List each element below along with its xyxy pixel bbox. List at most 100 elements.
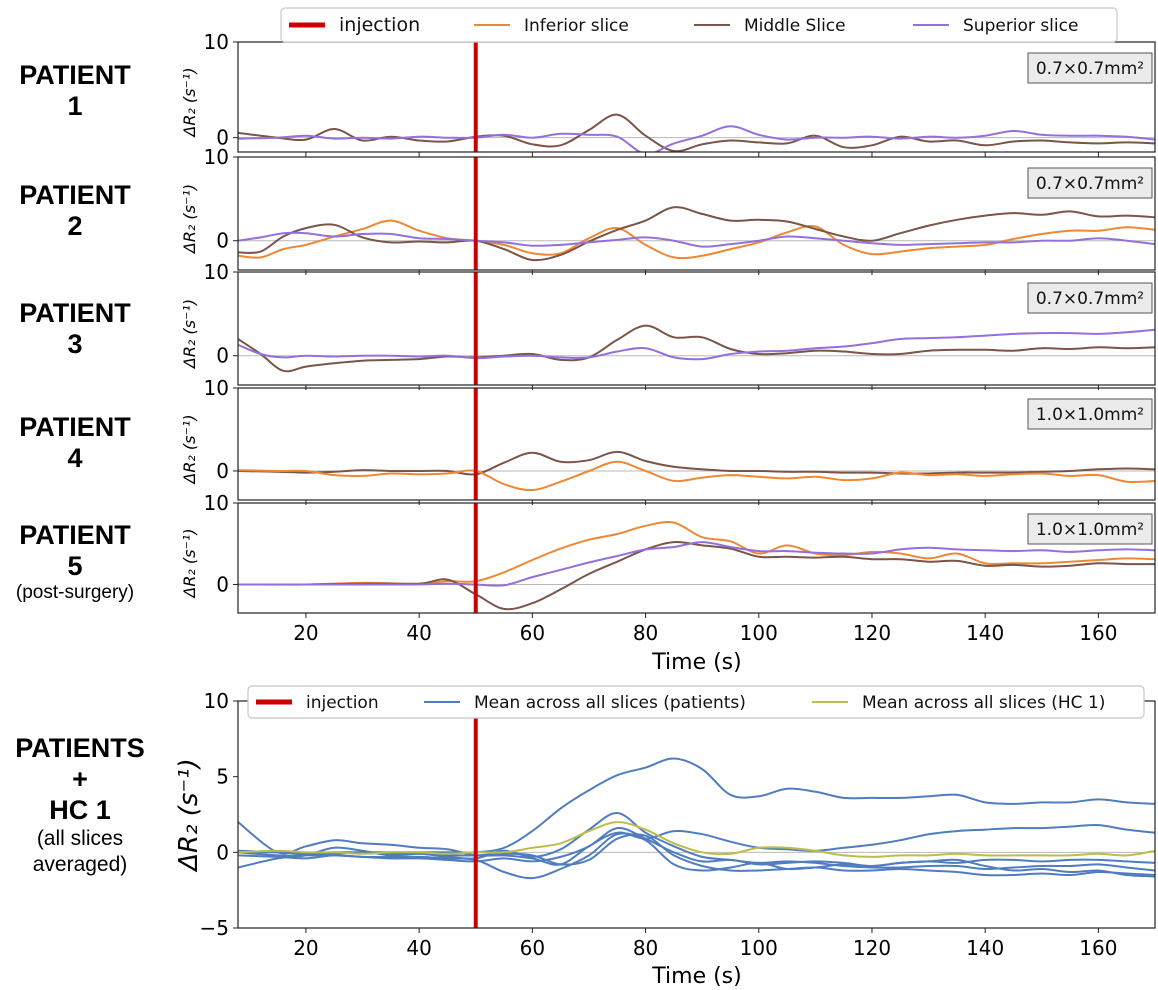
legend-label: injection <box>339 14 420 36</box>
row-label-note-1: (all slices <box>36 827 124 850</box>
legend-label: Middle Slice <box>744 16 846 36</box>
row-label-note: (post-surgery) <box>15 582 135 603</box>
x-tick-label: 140 <box>966 621 1004 645</box>
y-tick-label: 10 <box>204 491 229 515</box>
y-axis-label: ΔR₂ (s⁻¹) <box>180 528 199 599</box>
y-tick-label: 10 <box>204 260 229 284</box>
legend-frame <box>247 685 1145 719</box>
series-group <box>238 206 1155 262</box>
legend-bottom: injection Mean across all slices (patient… <box>247 685 1145 719</box>
x-axis-label-bottom: Time (s) <box>651 964 741 989</box>
y-tick-label: 0 <box>216 459 229 483</box>
resolution-badge <box>1027 52 1153 84</box>
resolution-badge <box>1027 282 1153 314</box>
resolution-badge <box>1027 398 1153 430</box>
row-label-title: PATIENT <box>19 520 131 550</box>
y-axis-label: ΔR₂ (s⁻¹) <box>180 67 199 138</box>
y-tick-label: 0 <box>216 572 229 596</box>
legend-label: Inferior slice <box>524 16 629 36</box>
series-line-2 <box>238 206 1155 262</box>
y-tick-label: 10 <box>204 376 229 400</box>
chart-panel-4: 0 10 ΔR₂ (s⁻¹) 1.0×1.0mm² <box>180 376 1156 505</box>
row-label-number: 3 <box>67 329 83 359</box>
y-axis-label: ΔR₂ (s⁻¹) <box>180 299 199 370</box>
row-label-patient-5: PATIENT 5 (post-surgery) <box>0 520 150 604</box>
row-label-title: PATIENT <box>19 60 131 90</box>
resolution-label: 1.0×1.0mm² <box>1036 520 1144 540</box>
y-tick-label: 10 <box>204 30 229 54</box>
row-label-patients-hc: PATIENTS + HC 1 (all slices averaged) <box>0 733 160 878</box>
row-label-title: PATIENT <box>19 180 131 210</box>
series-line-3 <box>238 231 1155 248</box>
x-tick-label: 120 <box>853 936 891 960</box>
row-label-title: PATIENT <box>19 412 131 442</box>
row-label-patient-4: PATIENT 4 <box>0 412 150 474</box>
plot-frame <box>237 271 1156 386</box>
row-label-patient-2: PATIENT 2 <box>0 180 150 242</box>
plot-frame <box>237 387 1156 501</box>
series-line-2 <box>238 460 1155 492</box>
row-label-line-1: PATIENTS <box>15 733 145 763</box>
series-line-1 <box>238 113 1155 152</box>
y-tick-label: 0 <box>216 840 229 864</box>
series-line-2 <box>238 328 1155 361</box>
legend-label: injection <box>306 693 379 713</box>
x-axis-label-top: Time (s) <box>651 650 741 675</box>
series-line-5 <box>238 833 1155 877</box>
y-tick-label: 5 <box>216 765 229 789</box>
row-label-number: 5 <box>67 551 83 581</box>
legend-label: Mean across all slices (patients) <box>474 693 746 713</box>
x-tick-label: 20 <box>293 621 318 645</box>
y-axis-label: ΔR₂ (s⁻¹) <box>174 758 204 873</box>
row-label-title: PATIENT <box>19 298 131 328</box>
chart-panel-2: 0 10 ΔR₂ (s⁻¹) 0.7×0.7mm² <box>180 145 1156 275</box>
resolution-label: 0.7×0.7mm² <box>1036 59 1144 79</box>
series-line-3 <box>238 811 1155 872</box>
chart-panel-1: 0 10 ΔR₂ (s⁻¹) 0.7×0.7mm² <box>180 30 1156 157</box>
series-line-1 <box>238 450 1155 476</box>
x-tick-label: 20 <box>293 936 318 960</box>
x-tick-label: 80 <box>633 621 658 645</box>
series-group <box>238 113 1155 152</box>
series-line-6 <box>238 827 1155 867</box>
x-tick-label: 140 <box>966 936 1004 960</box>
y-tick-label: 10 <box>204 689 229 713</box>
x-tick-label: 100 <box>740 936 778 960</box>
row-label-note-2: averaged) <box>32 853 128 876</box>
plot-frame <box>237 700 1156 929</box>
row-label-number: 4 <box>67 443 83 473</box>
y-tick-label: 10 <box>204 145 229 169</box>
x-tick-label: 40 <box>406 621 431 645</box>
y-axis-label: ΔR₂ (s⁻¹) <box>180 414 199 485</box>
row-label-line-2: + <box>72 764 88 794</box>
x-tick-label: 80 <box>633 936 658 960</box>
x-tick-label: 60 <box>520 936 545 960</box>
x-tick-label: 160 <box>1079 936 1117 960</box>
series-line-2 <box>238 540 1155 611</box>
y-tick-label: 0 <box>216 229 229 253</box>
legend-top: injection Inferior slice Middle Slice Super… <box>280 7 1118 43</box>
series-group <box>238 450 1155 492</box>
x-tick-label: 60 <box>520 621 545 645</box>
series-line-2 <box>238 821 1155 866</box>
chart-panel-5: 0 10 20 40 60 80 100 120 140 160 ΔR₂ (s⁻¹) 1.0×1.0m… <box>180 491 1156 645</box>
resolution-badge <box>1027 513 1153 545</box>
plot-frame <box>237 502 1156 614</box>
plot-frame <box>237 156 1156 271</box>
series-group <box>238 757 1155 880</box>
row-label-line-3: HC 1 <box>49 795 111 825</box>
resolution-label: 0.7×0.7mm² <box>1036 174 1144 194</box>
series-line-1 <box>238 324 1155 373</box>
series-line-3 <box>238 541 1155 587</box>
legend-label: Mean across all slices (HC 1) <box>862 693 1105 713</box>
x-tick-label: 40 <box>406 936 431 960</box>
series-line-2 <box>238 125 1155 152</box>
row-label-patient-1: PATIENT 1 <box>0 60 150 122</box>
row-label-number: 1 <box>67 91 83 121</box>
y-tick-label: 0 <box>216 344 229 368</box>
resolution-label: 0.7×0.7mm² <box>1036 289 1144 309</box>
x-tick-label: 100 <box>740 621 778 645</box>
series-group <box>238 521 1155 611</box>
row-label-patient-3: PATIENT 3 <box>0 298 150 360</box>
